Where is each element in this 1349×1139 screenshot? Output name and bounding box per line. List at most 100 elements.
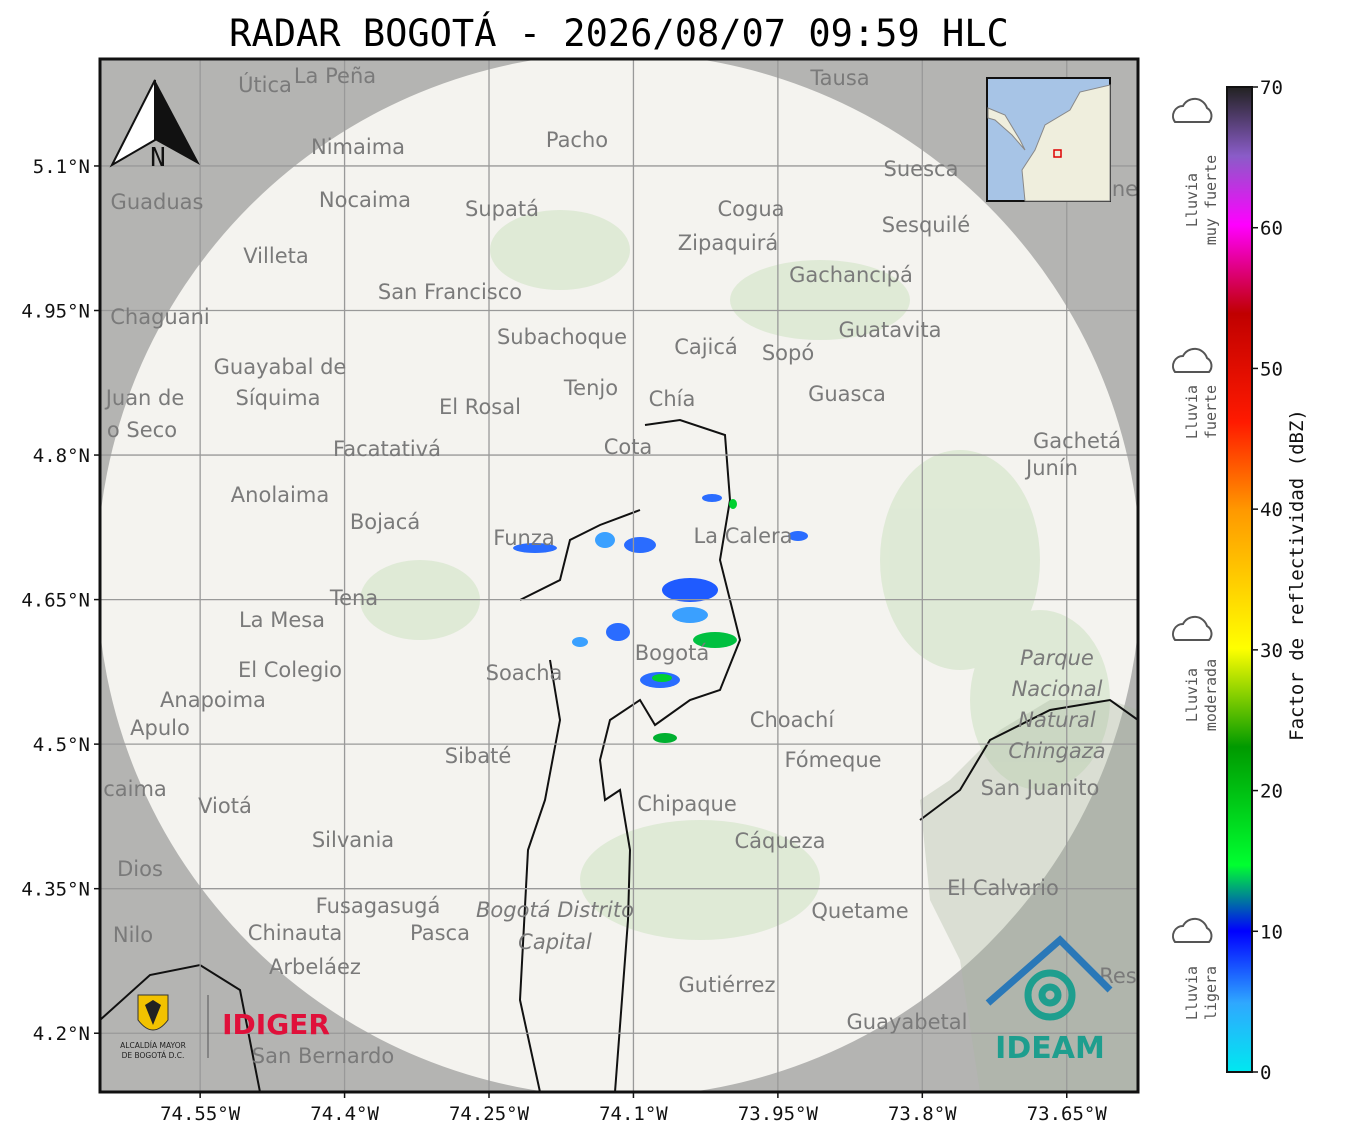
colorbar-tick-label: 50 bbox=[1260, 358, 1283, 380]
place-label: Síquima bbox=[236, 386, 321, 410]
place-label: Fusagasugá bbox=[316, 894, 441, 918]
place-label: Anapoima bbox=[160, 688, 266, 712]
x-tick-label: 74.4°W bbox=[310, 1103, 379, 1125]
y-tick-label: 4.8°N bbox=[33, 445, 90, 467]
place-label: Viotá bbox=[198, 794, 252, 818]
ideam-label: IDEAM bbox=[995, 1031, 1105, 1066]
place-label: Silvania bbox=[312, 828, 394, 852]
park-area bbox=[920, 700, 1138, 1092]
colorbar-tick-label: 60 bbox=[1260, 218, 1283, 240]
colorbar bbox=[1226, 86, 1253, 1073]
park-label: Chingaza bbox=[1008, 739, 1105, 763]
place-label: caima bbox=[103, 777, 167, 801]
legend-label: moderada bbox=[1202, 659, 1220, 731]
place-label: Apulo bbox=[130, 716, 190, 740]
place-label: Anolaima bbox=[231, 483, 329, 507]
place-label: Villeta bbox=[243, 244, 308, 268]
park-label: Natural bbox=[1018, 708, 1096, 732]
north-label: N bbox=[150, 143, 166, 173]
legend-label: Lluvia bbox=[1183, 668, 1201, 722]
place-label: Chipaque bbox=[637, 792, 737, 816]
vegetation bbox=[360, 210, 1110, 940]
colorbar-tick-label: 30 bbox=[1260, 640, 1283, 662]
place-label: Arbeláez bbox=[269, 955, 361, 979]
weather-icon bbox=[1172, 97, 1213, 123]
place-label: Choachí bbox=[750, 708, 836, 732]
place-label: Sesquilé bbox=[882, 213, 970, 237]
place-label: Cogua bbox=[717, 197, 784, 221]
inset-map bbox=[986, 77, 1111, 202]
place-label: Nilo bbox=[113, 923, 153, 947]
place-label: Guayabal de bbox=[214, 355, 347, 379]
place-label: Zipaquirá bbox=[678, 231, 778, 255]
place-label: Soacha bbox=[486, 661, 563, 685]
place-label: Junín bbox=[1024, 456, 1078, 480]
radar-echoes bbox=[513, 494, 808, 743]
place-label: Sopó bbox=[762, 341, 814, 365]
place-label: El Rosal bbox=[439, 395, 521, 419]
legend-label: Lluvia bbox=[1183, 385, 1201, 439]
place-label: Funza bbox=[493, 526, 554, 550]
y-tick-label: 5.1°N bbox=[33, 156, 90, 178]
x-tick-label: 73.95°W bbox=[738, 1103, 819, 1125]
place-label: o Seco bbox=[107, 418, 177, 442]
place-label: Facatativá bbox=[333, 437, 441, 461]
legend-label: ligera bbox=[1202, 966, 1220, 1020]
district-label: Bogotá Distrito bbox=[476, 898, 634, 922]
legend-label: muy fuerte bbox=[1202, 155, 1220, 245]
place-label: Suesca bbox=[884, 157, 959, 181]
x-tick-label: 73.65°W bbox=[1027, 1103, 1108, 1125]
colorbar-label: Factor de reflectividad (dBZ) bbox=[1286, 409, 1308, 741]
ideam-logo bbox=[985, 935, 1113, 1021]
place-label: Fómeque bbox=[784, 748, 881, 772]
place-label: San Juanito bbox=[981, 776, 1100, 800]
map-frame bbox=[98, 57, 1140, 1094]
place-label: Dios bbox=[117, 857, 163, 881]
y-tick-label: 4.95°N bbox=[21, 301, 90, 323]
x-tick-label: 74.55°W bbox=[160, 1103, 241, 1125]
y-tick-label: 4.2°N bbox=[33, 1023, 90, 1045]
place-label: Chinauta bbox=[248, 921, 342, 945]
district-boundary bbox=[518, 418, 742, 1092]
weather-icon bbox=[1172, 917, 1213, 943]
colorbar-tick-label: 20 bbox=[1260, 781, 1283, 803]
place-label: La Calera bbox=[693, 524, 792, 548]
place-label: San Bernardo bbox=[252, 1044, 394, 1068]
place-label: Tenjo bbox=[563, 376, 618, 400]
place-label: Guasca bbox=[808, 382, 886, 406]
park-label: Parque bbox=[1020, 646, 1094, 670]
title: RADAR BOGOTÁ - 2026/08/07 09:59 HLC bbox=[229, 11, 1009, 55]
colorbar-tick-label: 40 bbox=[1260, 499, 1283, 521]
place-label: Chaguani bbox=[110, 305, 210, 329]
place-label: Gachancipá bbox=[789, 263, 913, 287]
place-label: La Mesa bbox=[239, 608, 325, 632]
place-label: Guaduas bbox=[111, 190, 204, 214]
alcaldia-line: ALCALDÍA MAYOR bbox=[120, 1041, 186, 1050]
y-tick-label: 4.35°N bbox=[21, 879, 90, 901]
district-label: Capital bbox=[518, 930, 592, 954]
map-area: Útica La Peña Tausa Pacho Nimaima Guaduas Noca… bbox=[100, 59, 1138, 1092]
place-label: Cáqueza bbox=[735, 829, 826, 853]
x-tick-label: 74.1°W bbox=[599, 1103, 668, 1125]
weather-icon bbox=[1172, 615, 1213, 641]
place-label: ne bbox=[1112, 177, 1138, 201]
legend-label: Lluvia bbox=[1183, 966, 1201, 1020]
park-label: Nacional bbox=[1012, 677, 1103, 701]
place-label: Tausa bbox=[809, 66, 869, 90]
place-label: Nimaima bbox=[311, 135, 405, 159]
colorbar-tick-label: 0 bbox=[1260, 1062, 1271, 1084]
x-tick-label: 74.25°W bbox=[449, 1103, 530, 1125]
place-label: Cota bbox=[604, 435, 653, 459]
place-label: Gutiérrez bbox=[679, 973, 776, 997]
place-label: La Peña bbox=[294, 64, 376, 88]
weather-icon bbox=[1172, 347, 1213, 373]
north-arrow bbox=[109, 79, 200, 168]
place-label: Bojacá bbox=[350, 510, 420, 534]
legend-label: fuerte bbox=[1202, 385, 1220, 439]
legend-label: Lluvia bbox=[1183, 173, 1201, 227]
place-label: Gachetá bbox=[1033, 429, 1121, 453]
idiger-logo: IDIGER bbox=[222, 1008, 330, 1041]
place-label: Juan de bbox=[104, 386, 185, 410]
place-label: Guayabetal bbox=[847, 1010, 968, 1034]
